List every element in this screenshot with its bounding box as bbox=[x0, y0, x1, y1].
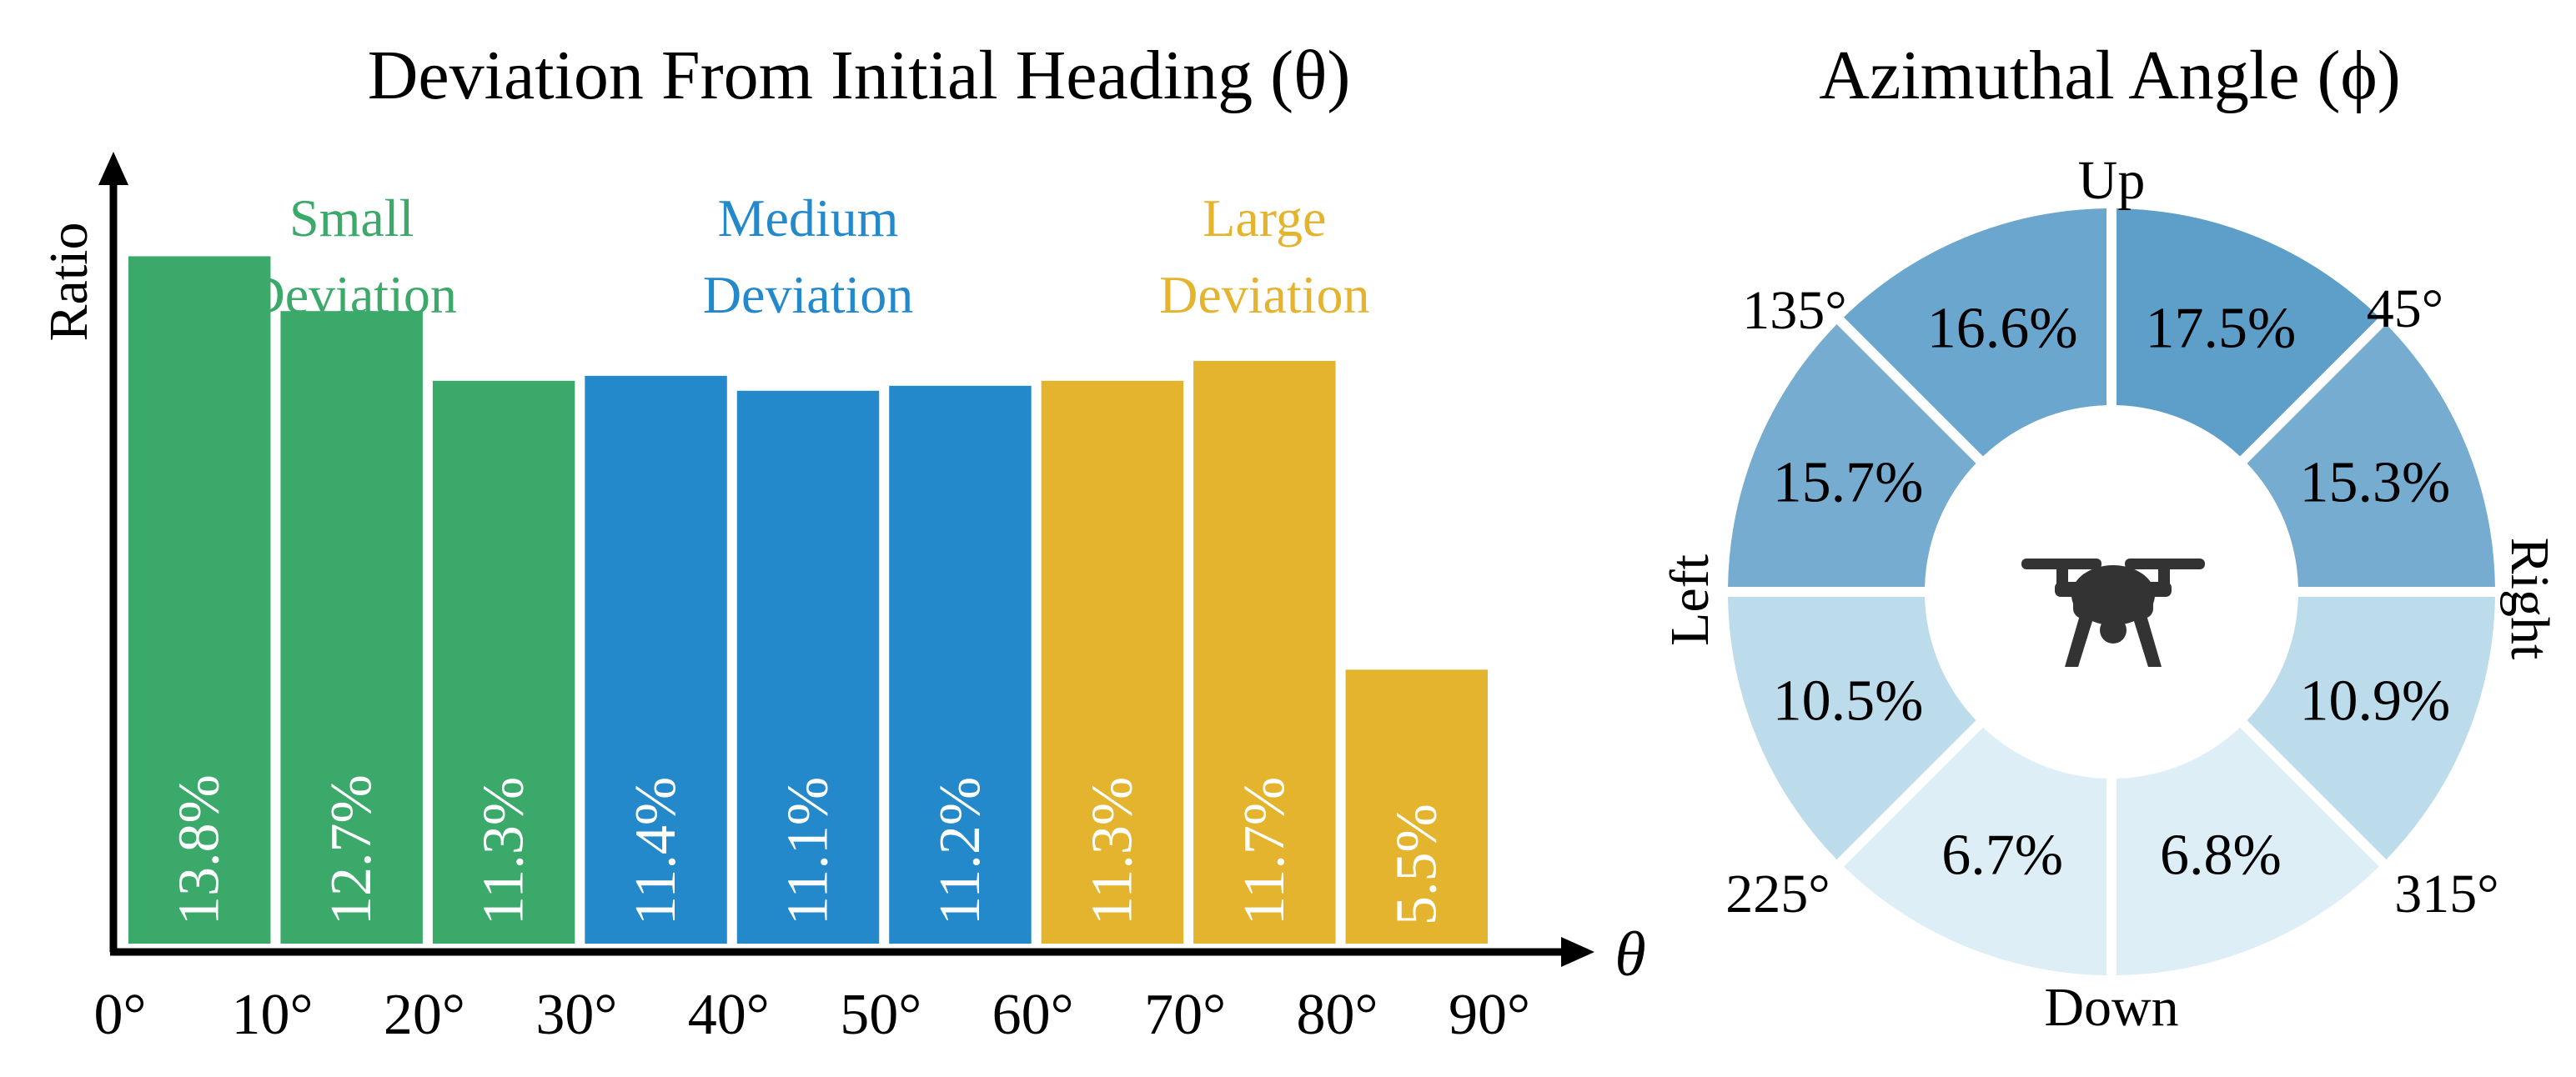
direction-label-down: Down bbox=[2044, 977, 2178, 1038]
y-axis-arrowhead bbox=[98, 152, 128, 185]
bar-value-label-3: 11.4% bbox=[624, 777, 688, 925]
x-tick-label-2: 20° bbox=[384, 983, 465, 1047]
x-tick-label-1: 10° bbox=[231, 983, 313, 1047]
group-label-line1-0: Small bbox=[289, 188, 414, 248]
group-label-line2-1: Deviation bbox=[703, 265, 913, 324]
direction-label-right: Right bbox=[2499, 538, 2560, 660]
group-label-line1-2: Large bbox=[1203, 188, 1326, 248]
bar-5 bbox=[889, 385, 1032, 944]
bar-value-label-7: 11.7% bbox=[1233, 777, 1297, 925]
x-tick-label-9: 90° bbox=[1449, 983, 1530, 1047]
x-tick-label-6: 60° bbox=[992, 983, 1074, 1047]
y-axis-label: Ratio bbox=[38, 223, 99, 342]
bar-value-label-1: 12.7% bbox=[319, 774, 384, 925]
ring-value-label-right-lower: 10.9% bbox=[2300, 669, 2451, 733]
bar-0 bbox=[128, 256, 271, 944]
bar-1 bbox=[280, 311, 423, 944]
bar-value-labels: 13.8% 12.7% 11.3% 11.4% 11.1% 11.2% 11.3% 11.7%… bbox=[168, 774, 1449, 925]
ring-slice-up-left bbox=[1844, 208, 2107, 457]
bar-6 bbox=[1041, 380, 1184, 944]
bar-4 bbox=[736, 390, 880, 944]
ring-value-label-down-left: 6.7% bbox=[1941, 823, 2063, 887]
angle-label-225: 225° bbox=[1725, 864, 1830, 924]
deviation-bar-chart: Deviation From Initial Heading (θ) Ratio… bbox=[38, 37, 1646, 1047]
ring-slices bbox=[1728, 208, 2495, 975]
x-tick-label-8: 80° bbox=[1297, 983, 1378, 1047]
bar-value-label-5: 11.2% bbox=[928, 777, 992, 925]
direction-label-left: Left bbox=[1660, 554, 1720, 646]
angle-label-135: 135° bbox=[1742, 280, 1846, 341]
x-tick-label-7: 70° bbox=[1144, 983, 1226, 1047]
x-axis-label: θ bbox=[1614, 919, 1645, 989]
ring-value-label-up-right: 17.5% bbox=[2145, 297, 2296, 361]
bar-7 bbox=[1193, 360, 1336, 944]
ring-value-label-left-lower: 10.5% bbox=[1773, 669, 1924, 733]
bar-value-label-0: 13.8% bbox=[168, 774, 232, 925]
bar-chart-title: Deviation From Initial Heading (θ) bbox=[368, 37, 1351, 114]
x-tick-label-0: 0° bbox=[94, 983, 147, 1047]
ring-value-labels: 17.5% 15.3% 10.9% 6.8% 6.7% 10.5% 15.7% 16.6% bbox=[1773, 297, 2451, 888]
ring-slice-left-lower bbox=[1728, 596, 1976, 859]
group-label-line1-1: Medium bbox=[718, 188, 899, 248]
angle-label-315: 315° bbox=[2394, 864, 2498, 924]
x-axis-arrowhead bbox=[1561, 937, 1594, 967]
x-tick-labels: 0° 10° 20° 30° 40° 50° 60° 70° 80° 90° bbox=[94, 983, 1531, 1047]
deviation-group-labels: SmallDeviationMediumDeviationLargeDeviat… bbox=[246, 188, 1369, 324]
direction-label-up: Up bbox=[2078, 150, 2146, 211]
x-tick-label-5: 50° bbox=[840, 983, 921, 1047]
bars bbox=[128, 256, 1488, 944]
ring-value-label-up-left: 16.6% bbox=[1927, 297, 2078, 361]
ring-slice-down-left bbox=[1844, 727, 2107, 975]
ring-slice-down-right bbox=[2116, 727, 2379, 975]
ring-slice-left-upper bbox=[1728, 324, 1976, 588]
bar-3 bbox=[585, 375, 727, 944]
x-tick-label-3: 30° bbox=[535, 983, 617, 1047]
ring-value-label-right-upper: 15.3% bbox=[2300, 451, 2451, 515]
bar-value-label-2: 11.3% bbox=[472, 777, 536, 925]
bar-value-label-6: 11.3% bbox=[1080, 777, 1144, 925]
ring-chart-title: Azimuthal Angle (ϕ) bbox=[1819, 37, 2400, 114]
bar-2 bbox=[432, 380, 575, 944]
ring-slice-right-upper bbox=[2247, 324, 2495, 588]
ring-value-label-left-upper: 15.7% bbox=[1773, 451, 1924, 515]
ring-slice-right-lower bbox=[2247, 596, 2495, 859]
group-label-line2-2: Deviation bbox=[1159, 265, 1369, 324]
ring-slice-up-right bbox=[2116, 208, 2379, 457]
angle-label-45: 45° bbox=[2367, 278, 2443, 339]
azimuthal-ring-chart: Azimuthal Angle (ϕ) 17.5% 15.3% 10.9% 6.8% 6… bbox=[1660, 37, 2560, 1038]
drone-icon bbox=[2021, 559, 2205, 667]
x-tick-label-4: 40° bbox=[688, 983, 770, 1047]
bar-value-label-4: 11.1% bbox=[776, 777, 841, 925]
bar-8 bbox=[1345, 669, 1488, 944]
bar-value-label-8: 5.5% bbox=[1384, 804, 1449, 925]
ring-value-label-down-right: 6.8% bbox=[2160, 823, 2282, 887]
